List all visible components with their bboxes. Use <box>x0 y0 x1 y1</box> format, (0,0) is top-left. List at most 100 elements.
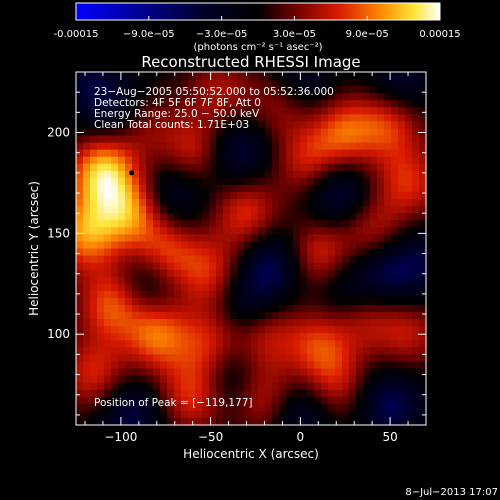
heatmap-cell <box>146 170 154 179</box>
heatmap-cell <box>300 290 308 299</box>
heatmap-cell <box>314 199 322 207</box>
peak-position-label: Position of Peak = [−119,177] <box>94 397 253 409</box>
heatmap-cell <box>216 248 224 257</box>
heatmap-cell <box>279 107 287 115</box>
heatmap-cell <box>244 319 252 327</box>
heatmap-cell <box>272 248 280 257</box>
heatmap-cell <box>307 262 315 271</box>
heatmap-cell <box>272 290 280 299</box>
heatmap-cell <box>188 368 196 377</box>
heatmap-cell <box>398 192 406 200</box>
heatmap-cell <box>125 368 133 377</box>
heatmap-cell <box>188 396 196 405</box>
heatmap-cell <box>307 333 315 341</box>
heatmap-cell <box>237 100 245 108</box>
heatmap-cell <box>202 163 210 172</box>
heatmap-cell <box>363 396 371 405</box>
heatmap-cell <box>370 184 378 193</box>
heatmap-cell <box>160 283 168 292</box>
heatmap-cell <box>118 269 126 278</box>
heatmap-cell <box>349 297 357 306</box>
heatmap-cell <box>377 121 385 130</box>
heatmap-cell <box>125 326 133 334</box>
heatmap-cell <box>97 184 105 193</box>
heatmap-cell <box>153 276 161 285</box>
heatmap-cell <box>188 156 196 165</box>
heatmap-cell <box>97 241 105 250</box>
heatmap-cell <box>181 206 189 214</box>
heatmap-cell <box>97 262 105 271</box>
heatmap-cell <box>132 142 140 151</box>
heatmap-cell <box>384 79 392 87</box>
heatmap-cell <box>321 262 329 271</box>
heatmap-cell <box>265 128 273 137</box>
heatmap-cell <box>125 319 133 327</box>
heatmap-cell <box>216 199 224 207</box>
heatmap-cell <box>419 227 427 235</box>
heatmap-cell <box>377 340 385 348</box>
heatmap-cell <box>405 213 413 221</box>
heatmap-cell <box>398 340 406 348</box>
heatmap-cell <box>202 276 210 285</box>
heatmap-cell <box>90 262 98 271</box>
heatmap-cell <box>307 234 315 243</box>
heatmap-cell <box>272 72 280 80</box>
colorbar-tick-label: −9.0e−05 <box>123 29 175 40</box>
heatmap-cell <box>188 319 196 327</box>
heatmap-cell <box>265 297 273 306</box>
heatmap-cell <box>230 79 238 87</box>
heatmap-cell <box>132 283 140 292</box>
heatmap-cell <box>293 410 301 419</box>
heatmap-cell <box>405 262 413 271</box>
heatmap-cell <box>188 326 196 334</box>
heatmap-cell <box>167 142 175 151</box>
heatmap-cell <box>342 79 350 87</box>
heatmap-cell <box>391 276 399 285</box>
heatmap-cell <box>286 403 294 412</box>
heatmap-cell <box>335 304 343 313</box>
heatmap-cell <box>398 128 406 137</box>
heatmap-cell <box>118 290 126 299</box>
heatmap-cell <box>139 170 147 179</box>
heatmap-cell <box>370 262 378 271</box>
heatmap-cell <box>167 135 175 144</box>
heatmap-cell <box>363 312 371 320</box>
heatmap-cell <box>146 290 154 299</box>
heatmap-cell <box>202 347 210 355</box>
heatmap-cell <box>272 149 280 158</box>
heatmap-cell <box>272 262 280 271</box>
heatmap-cell <box>370 361 378 370</box>
heatmap-cell <box>160 417 168 426</box>
heatmap-cell <box>349 156 357 165</box>
heatmap-cell <box>209 326 217 334</box>
heatmap-cell <box>384 290 392 299</box>
colorbar-units-label: (photons cm⁻² s⁻¹ asec⁻²) <box>193 42 322 53</box>
heatmap-cell <box>391 213 399 221</box>
heatmap-cell <box>265 340 273 348</box>
heatmap-cell <box>272 199 280 207</box>
heatmap-cell <box>384 255 392 264</box>
heatmap-cell <box>244 410 252 419</box>
heatmap-cell <box>153 234 161 243</box>
heatmap-cell <box>370 389 378 398</box>
heatmap-cell <box>216 227 224 235</box>
heatmap-cell <box>419 86 427 94</box>
heatmap-cell <box>104 290 112 299</box>
heatmap-cell <box>328 135 336 144</box>
heatmap-cell <box>104 403 112 412</box>
heatmap-cell <box>251 297 259 306</box>
heatmap-cell <box>237 121 245 130</box>
heatmap-cell <box>230 255 238 264</box>
heatmap-cell <box>293 170 301 179</box>
heatmap-cell <box>384 149 392 158</box>
heatmap-cell <box>328 156 336 165</box>
heatmap-cell <box>391 340 399 348</box>
heatmap-cell <box>244 368 252 377</box>
heatmap-cell <box>230 149 238 158</box>
heatmap-cell <box>97 156 105 165</box>
heatmap-cell <box>223 121 231 130</box>
y-tick-label: 200 <box>47 126 70 140</box>
heatmap-cell <box>405 354 413 363</box>
heatmap-cell <box>398 361 406 370</box>
heatmap-cell <box>293 269 301 278</box>
